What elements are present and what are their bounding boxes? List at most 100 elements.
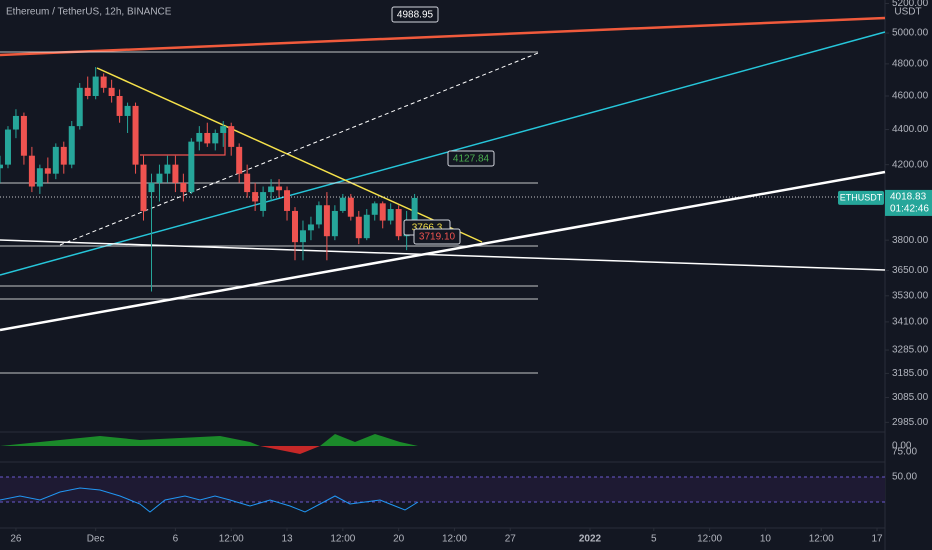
- x-tick-label: 20: [393, 534, 405, 545]
- candle-body: [212, 132, 219, 144]
- candle-body: [4, 129, 11, 165]
- x-tick-label: 26: [10, 534, 22, 545]
- x-tick-label: 2022: [579, 534, 602, 545]
- oscillator-area: [0, 436, 260, 446]
- candle-body: [164, 164, 171, 174]
- candle-body: [132, 105, 139, 165]
- y-tick-label: 5000.00: [892, 28, 929, 39]
- y-tick-label: 2985.00: [892, 417, 929, 428]
- candle-body: [20, 115, 27, 156]
- x-tick-label: 5: [651, 534, 657, 545]
- trend-line: [0, 239, 886, 271]
- candle-body: [76, 87, 83, 127]
- y-tick-label: 3800.00: [892, 235, 929, 246]
- trend-line: [0, 31, 886, 276]
- measure-line: [140, 128, 226, 156]
- candle-body: [84, 87, 91, 96]
- y-tick-label: 3285.00: [892, 345, 929, 356]
- trend-line: [96, 67, 483, 243]
- x-tick-label: 12:00: [219, 534, 244, 545]
- candle-body: [172, 164, 179, 183]
- candle-body: [284, 190, 291, 211]
- candle-body: [315, 205, 322, 225]
- candle-body: [44, 168, 51, 174]
- x-tick-label: 12:00: [442, 534, 467, 545]
- annotation-label: 3719.10: [419, 232, 456, 243]
- annotation-label: 4127.84: [453, 154, 490, 165]
- candle-body: [12, 115, 19, 130]
- candle-body: [156, 173, 163, 183]
- y-tick-label: 4800.00: [892, 59, 929, 70]
- y-tick-label: 3185.00: [892, 368, 929, 379]
- candle-body: [260, 192, 267, 211]
- y-tick-label: 4600.00: [892, 91, 929, 102]
- candle-body: [339, 197, 346, 211]
- x-tick-label: 17: [871, 534, 883, 545]
- annotation-box: [391, 6, 439, 23]
- candle-body: [395, 209, 402, 237]
- candle-body: [180, 182, 187, 193]
- candle-body: [276, 186, 283, 191]
- x-tick-label: 13: [281, 534, 293, 545]
- drawings: [0, 16, 886, 374]
- candle-body: [52, 146, 59, 174]
- candle-body: [100, 76, 107, 88]
- annotation-label: 4988.95: [397, 10, 434, 21]
- candle-body: [148, 182, 155, 193]
- candle-body: [140, 164, 147, 211]
- y-tick-label: 4200.00: [892, 159, 929, 170]
- x-tick-label: 6: [173, 534, 179, 545]
- candle-body: [363, 214, 370, 239]
- candle-body: [236, 146, 243, 174]
- symbol-tag: [838, 190, 884, 205]
- oscillator-area: [260, 446, 320, 454]
- y-tick-label: 3410.00: [892, 317, 929, 328]
- trend-line: [0, 170, 886, 332]
- candle-body: [411, 197, 418, 221]
- price-tag: [885, 189, 932, 216]
- oscillator-tick-label: 0.00: [892, 441, 912, 452]
- annotation-box: [413, 228, 461, 245]
- candle-body: [220, 126, 227, 133]
- candle-body: [92, 76, 99, 96]
- candle-body: [124, 105, 131, 116]
- candle-body: [244, 173, 251, 193]
- candle-body: [252, 192, 259, 202]
- candle-body: [228, 126, 235, 147]
- candle-body: [387, 209, 394, 221]
- y-tick-label: 4400.00: [892, 124, 929, 135]
- x-tick-label: 12:00: [697, 534, 722, 545]
- candle-body: [68, 126, 75, 165]
- oscillator-area: [320, 434, 418, 446]
- y-tick-label: 3650.00: [892, 265, 929, 276]
- candle-body: [196, 132, 203, 142]
- rsi-line: [0, 487, 419, 513]
- candle-body: [188, 141, 195, 193]
- x-tick-label: 27: [505, 534, 517, 545]
- price-tag-label: 4018.83: [890, 192, 927, 203]
- trend-line: [59, 52, 539, 246]
- rsi-tick-label: 50.00: [892, 472, 917, 483]
- rsi-band: [0, 477, 885, 502]
- y-tick-label: 5200.00: [892, 0, 929, 9]
- candle-body: [204, 132, 211, 144]
- candle-body: [0, 164, 3, 169]
- rsi-tick-label: 75.00: [892, 447, 917, 458]
- candle-body: [355, 216, 362, 239]
- x-tick-label: 12:00: [809, 534, 834, 545]
- annotation-label: 3766.3: [412, 223, 443, 234]
- candle-body: [36, 168, 43, 187]
- candle-body: [307, 224, 314, 231]
- candle-body: [299, 230, 306, 243]
- currency-label: USDT: [894, 7, 921, 18]
- candle-body: [379, 203, 386, 221]
- price-tag-countdown: 01:42:46: [890, 204, 929, 215]
- x-tick-label: 12:00: [330, 534, 355, 545]
- annotation-box: [447, 150, 495, 167]
- chart-title: Ethereum / TetherUS, 12h, BINANCE: [6, 7, 172, 18]
- candle-body: [371, 203, 378, 215]
- candle-body: [28, 155, 35, 187]
- y-tick-label: 3085.00: [892, 392, 929, 403]
